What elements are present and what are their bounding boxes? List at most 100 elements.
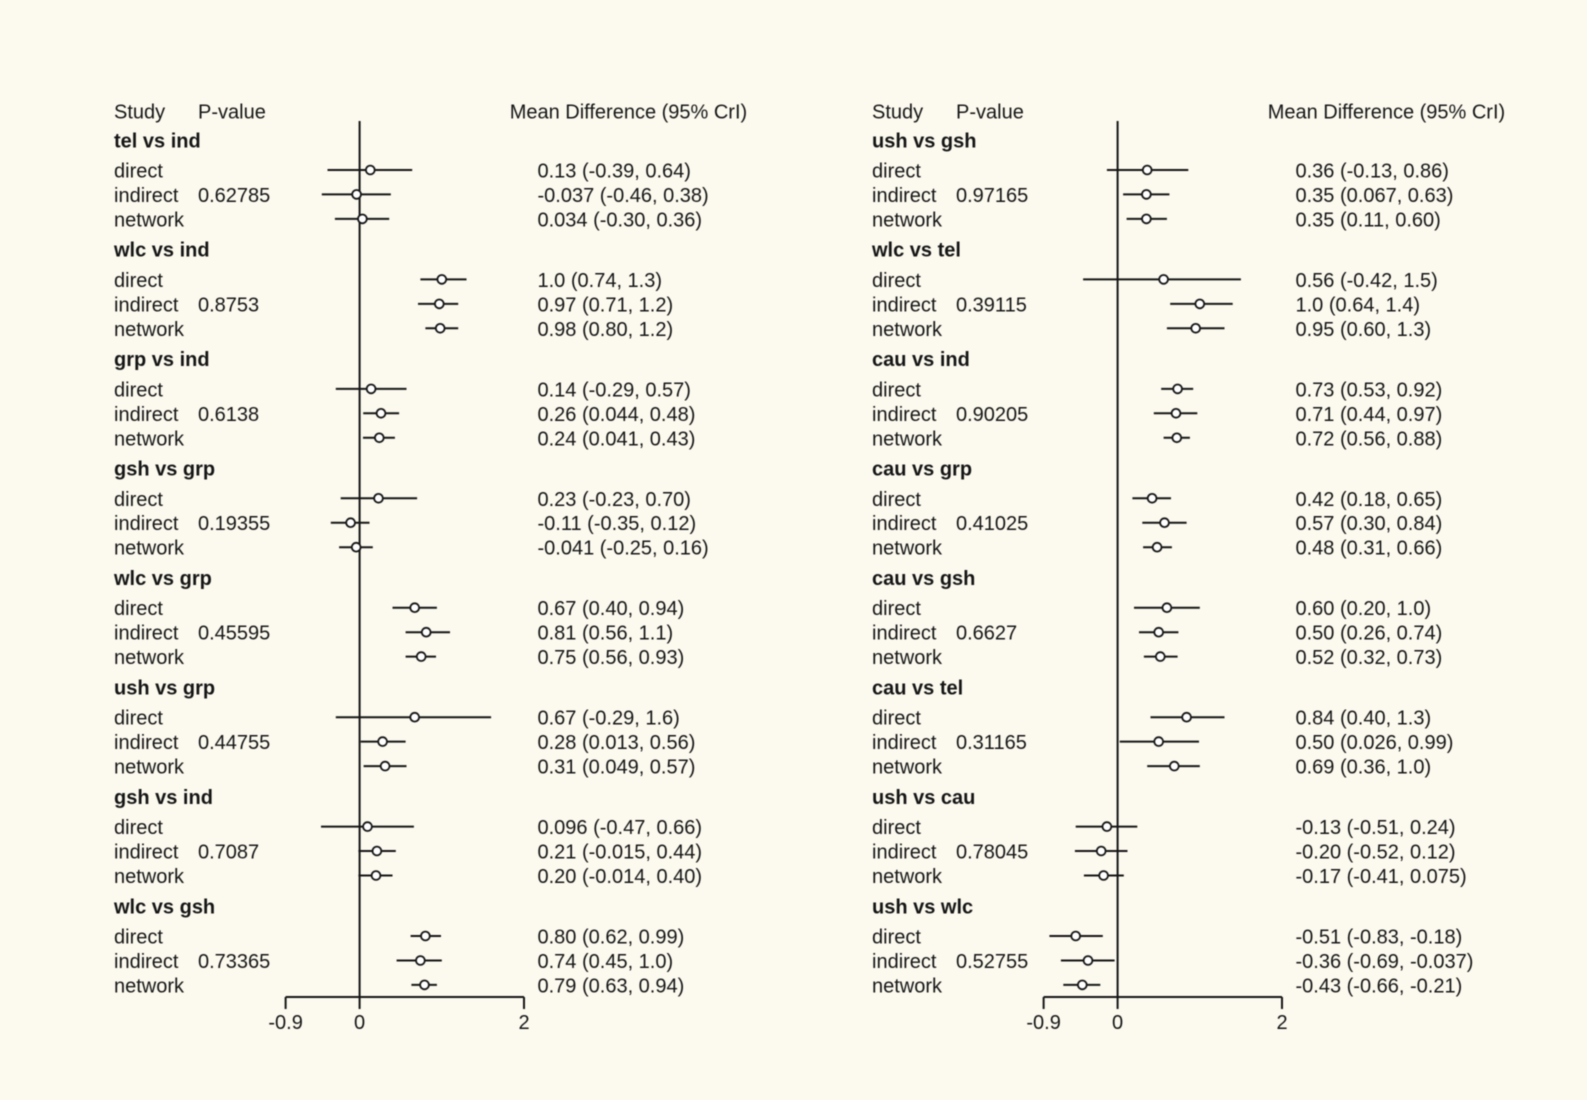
svg-text:direct: direct: [872, 927, 921, 949]
svg-text:Mean Difference (95% CrI): Mean Difference (95% CrI): [510, 101, 748, 123]
svg-text:network: network: [872, 647, 943, 669]
svg-text:0.56 (-0.42, 1.5): 0.56 (-0.42, 1.5): [1296, 270, 1438, 292]
svg-text:0.20 (-0.014, 0.40): 0.20 (-0.014, 0.40): [538, 866, 703, 888]
svg-text:indirect: indirect: [114, 513, 179, 535]
svg-text:wlc vs tel: wlc vs tel: [871, 240, 961, 262]
svg-text:indirect: indirect: [872, 294, 937, 316]
svg-text:ush vs gsh: ush vs gsh: [872, 130, 976, 152]
svg-text:0.23 (-0.23, 0.70): 0.23 (-0.23, 0.70): [538, 489, 691, 511]
svg-text:direct: direct: [114, 817, 163, 839]
svg-text:network: network: [872, 538, 943, 560]
svg-text:network: network: [114, 319, 185, 341]
svg-text:0.13 (-0.39, 0.64): 0.13 (-0.39, 0.64): [538, 161, 691, 183]
svg-text:-0.43 (-0.66, -0.21): -0.43 (-0.66, -0.21): [1296, 975, 1463, 997]
svg-text:network: network: [872, 209, 943, 231]
svg-text:direct: direct: [872, 489, 921, 511]
svg-text:0.75 (0.56, 0.93): 0.75 (0.56, 0.93): [538, 647, 685, 669]
svg-text:0.44755: 0.44755: [198, 732, 270, 754]
svg-text:P-value: P-value: [956, 101, 1024, 123]
svg-text:0.50 (0.26, 0.74): 0.50 (0.26, 0.74): [1296, 623, 1443, 645]
svg-text:-0.9: -0.9: [1026, 1012, 1060, 1034]
svg-text:0.74 (0.45, 1.0): 0.74 (0.45, 1.0): [538, 951, 674, 973]
svg-text:direct: direct: [114, 708, 163, 730]
svg-text:network: network: [114, 647, 185, 669]
svg-text:direct: direct: [114, 161, 163, 183]
svg-text:0.35 (0.11, 0.60): 0.35 (0.11, 0.60): [1296, 209, 1441, 231]
svg-text:direct: direct: [114, 270, 163, 292]
svg-text:direct: direct: [872, 817, 921, 839]
svg-text:indirect: indirect: [872, 951, 937, 973]
svg-text:0.73 (0.53, 0.92): 0.73 (0.53, 0.92): [1296, 379, 1443, 401]
svg-text:indirect: indirect: [872, 185, 937, 207]
svg-text:network: network: [114, 428, 185, 450]
svg-text:0.19355: 0.19355: [198, 513, 270, 535]
svg-text:0.78045: 0.78045: [956, 842, 1028, 864]
svg-text:network: network: [114, 209, 185, 231]
svg-text:0.50 (0.026, 0.99): 0.50 (0.026, 0.99): [1296, 732, 1454, 754]
svg-text:indirect: indirect: [114, 404, 179, 426]
svg-text:P-value: P-value: [198, 101, 266, 123]
svg-text:0.81 (0.56, 1.1): 0.81 (0.56, 1.1): [538, 623, 674, 645]
svg-text:ush vs wlc: ush vs wlc: [872, 896, 973, 918]
svg-text:indirect: indirect: [872, 732, 937, 754]
svg-text:direct: direct: [872, 598, 921, 620]
svg-text:2: 2: [518, 1012, 529, 1034]
svg-text:cau vs gsh: cau vs gsh: [872, 568, 975, 590]
svg-text:0.98 (0.80, 1.2): 0.98 (0.80, 1.2): [538, 319, 674, 341]
svg-text:0.80 (0.62, 0.99): 0.80 (0.62, 0.99): [538, 927, 685, 949]
svg-text:indirect: indirect: [114, 294, 179, 316]
svg-text:gsh vs ind: gsh vs ind: [114, 787, 213, 809]
svg-text:network: network: [114, 757, 185, 779]
svg-text:direct: direct: [114, 379, 163, 401]
svg-text:wlc vs grp: wlc vs grp: [113, 568, 212, 590]
svg-text:indirect: indirect: [872, 842, 937, 864]
svg-text:wlc vs ind: wlc vs ind: [113, 240, 210, 262]
svg-text:0.8753: 0.8753: [198, 294, 259, 316]
svg-text:0.096 (-0.47, 0.66): 0.096 (-0.47, 0.66): [538, 817, 703, 839]
svg-text:0.21 (-0.015, 0.44): 0.21 (-0.015, 0.44): [538, 842, 703, 864]
svg-text:wlc vs gsh: wlc vs gsh: [113, 896, 215, 918]
svg-text:gsh vs grp: gsh vs grp: [114, 459, 215, 481]
svg-text:grp vs ind: grp vs ind: [114, 349, 210, 371]
svg-text:-0.9: -0.9: [268, 1012, 302, 1034]
svg-text:network: network: [872, 866, 943, 888]
svg-text:0.97165: 0.97165: [956, 185, 1028, 207]
svg-text:Study: Study: [114, 101, 165, 123]
svg-text:network: network: [114, 975, 185, 997]
svg-text:direct: direct: [872, 161, 921, 183]
svg-text:indirect: indirect: [114, 951, 179, 973]
svg-text:0.71 (0.44, 0.97): 0.71 (0.44, 0.97): [1296, 404, 1443, 426]
svg-text:-0.17 (-0.41, 0.075): -0.17 (-0.41, 0.075): [1296, 866, 1467, 888]
svg-text:0.14 (-0.29, 0.57): 0.14 (-0.29, 0.57): [538, 379, 691, 401]
svg-text:0.35 (0.067, 0.63): 0.35 (0.067, 0.63): [1296, 185, 1454, 207]
svg-text:0.79 (0.63, 0.94): 0.79 (0.63, 0.94): [538, 975, 685, 997]
svg-text:cau vs tel: cau vs tel: [872, 678, 963, 700]
svg-text:-0.041 (-0.25, 0.16): -0.041 (-0.25, 0.16): [538, 538, 709, 560]
svg-text:0.6138: 0.6138: [198, 404, 259, 426]
svg-text:Mean Difference (95% CrI): Mean Difference (95% CrI): [1268, 101, 1506, 123]
svg-text:-0.20 (-0.52, 0.12): -0.20 (-0.52, 0.12): [1296, 842, 1456, 864]
svg-text:ush vs cau: ush vs cau: [872, 787, 975, 809]
svg-text:0.84 (0.40, 1.3): 0.84 (0.40, 1.3): [1296, 708, 1432, 730]
svg-text:2: 2: [1276, 1012, 1287, 1034]
svg-text:-0.13 (-0.51, 0.24): -0.13 (-0.51, 0.24): [1296, 817, 1456, 839]
svg-text:0.42 (0.18, 0.65): 0.42 (0.18, 0.65): [1296, 489, 1443, 511]
svg-text:0.69 (0.36, 1.0): 0.69 (0.36, 1.0): [1296, 757, 1432, 779]
svg-text:0.26 (0.044, 0.48): 0.26 (0.044, 0.48): [538, 404, 696, 426]
svg-text:network: network: [114, 866, 185, 888]
svg-text:0.45595: 0.45595: [198, 623, 270, 645]
svg-text:1.0 (0.64, 1.4): 1.0 (0.64, 1.4): [1296, 294, 1421, 316]
svg-text:indirect: indirect: [114, 185, 179, 207]
svg-text:0.034 (-0.30, 0.36): 0.034 (-0.30, 0.36): [538, 209, 703, 231]
svg-text:indirect: indirect: [114, 623, 179, 645]
svg-text:indirect: indirect: [114, 732, 179, 754]
svg-text:0.31165: 0.31165: [956, 732, 1027, 754]
svg-text:Study: Study: [872, 101, 923, 123]
svg-text:-0.51 (-0.83, -0.18): -0.51 (-0.83, -0.18): [1296, 927, 1463, 949]
svg-text:direct: direct: [114, 489, 163, 511]
svg-text:-0.11 (-0.35, 0.12): -0.11 (-0.35, 0.12): [538, 513, 697, 535]
svg-text:0.67 (-0.29, 1.6): 0.67 (-0.29, 1.6): [538, 708, 680, 730]
svg-text:0.72 (0.56, 0.88): 0.72 (0.56, 0.88): [1296, 428, 1443, 450]
svg-text:0.6627: 0.6627: [956, 623, 1017, 645]
svg-text:indirect: indirect: [114, 842, 179, 864]
